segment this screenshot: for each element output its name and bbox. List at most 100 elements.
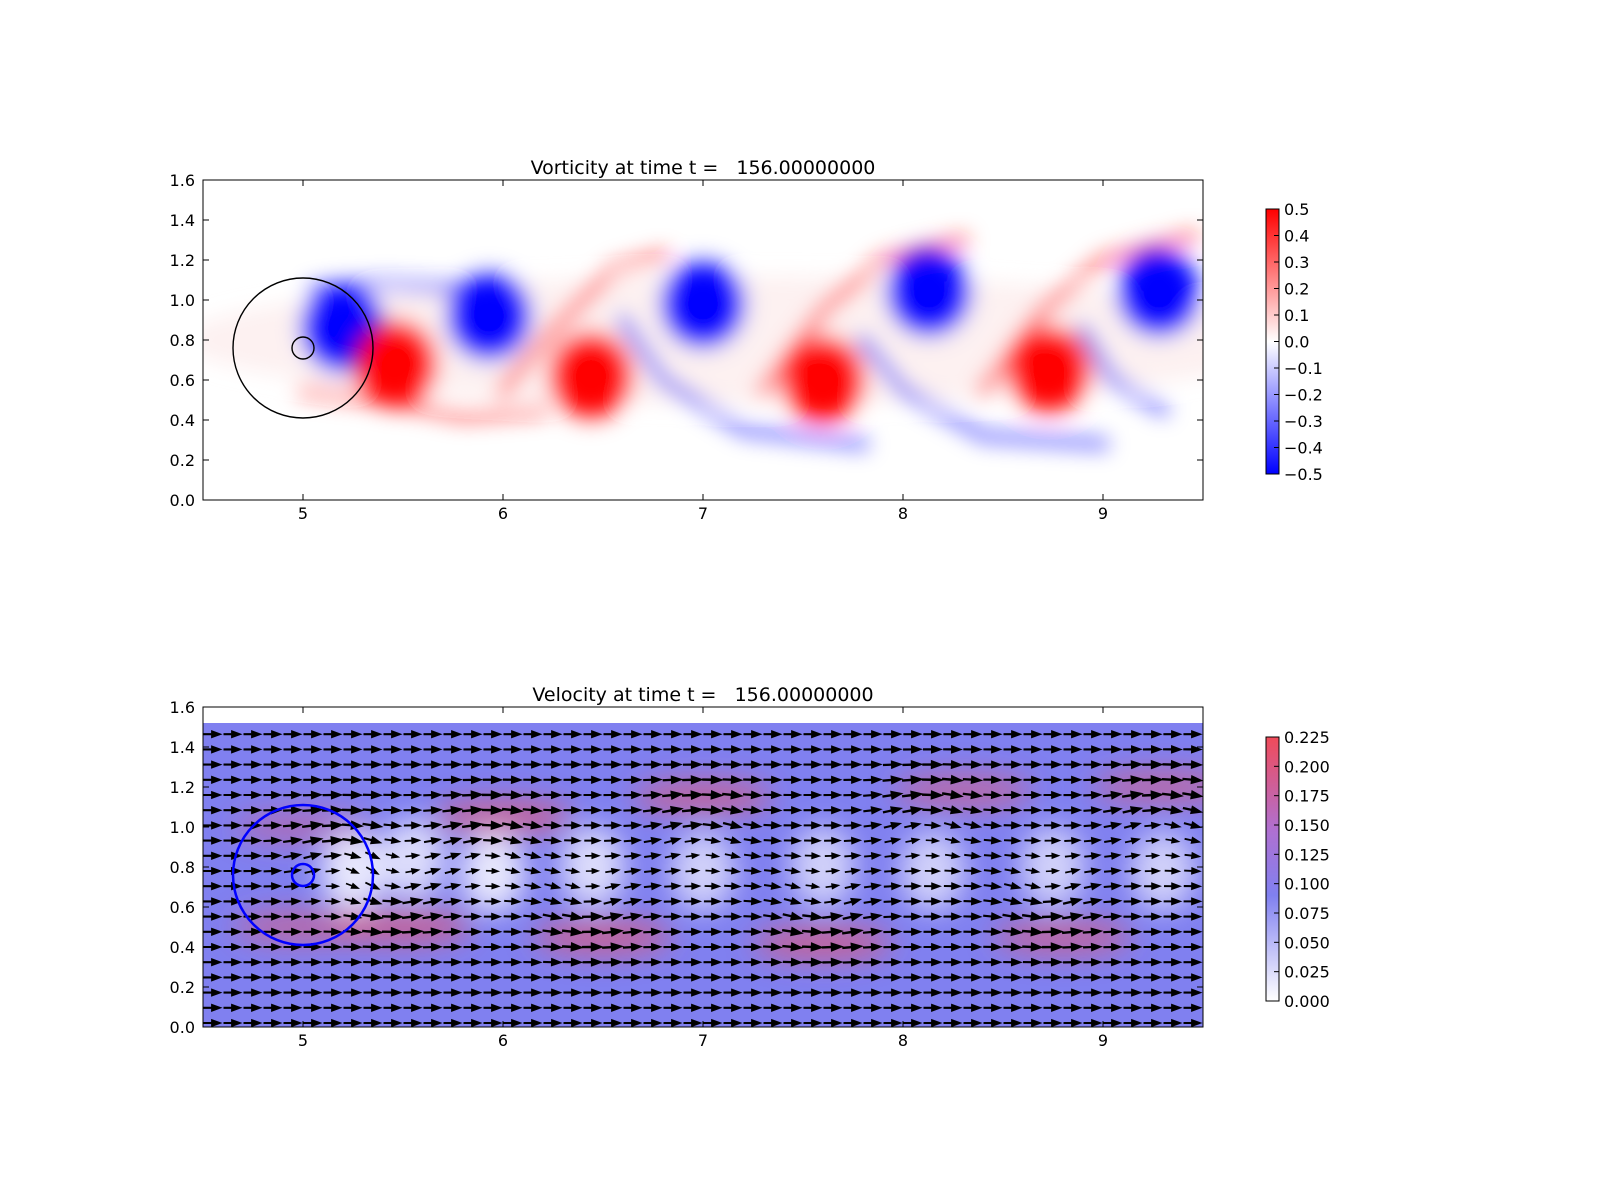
quiver-arrow xyxy=(1043,988,1063,997)
quiver-arrow xyxy=(321,835,344,846)
quiver-arrow xyxy=(1083,1003,1103,1012)
quiver-arrow xyxy=(624,882,642,891)
quiver-arrow xyxy=(1003,881,1022,890)
quiver-arrow xyxy=(223,851,243,860)
quiver-arrow xyxy=(763,897,783,906)
quiver-arrow xyxy=(921,790,944,800)
quiver-arrow xyxy=(923,927,943,936)
quiver-arrow xyxy=(523,912,543,921)
quiver-arrow xyxy=(321,820,344,831)
quiver-arrow xyxy=(483,927,503,936)
quiver-arrow xyxy=(623,1018,643,1027)
quiver-arrow xyxy=(1183,729,1203,739)
quiver-arrow xyxy=(243,790,263,800)
quiver-arrow xyxy=(703,958,723,967)
quiver-arrow xyxy=(683,730,703,739)
quiver-arrow xyxy=(323,1018,343,1027)
quiver-arrow xyxy=(463,836,483,846)
quiver-arrow xyxy=(1103,927,1123,937)
quiver-arrow xyxy=(1003,1018,1023,1027)
quiver-arrow xyxy=(903,729,923,739)
quiver-arrow xyxy=(1142,805,1164,816)
quiver-arrow xyxy=(784,867,802,875)
quiver-arrow xyxy=(423,730,443,739)
quiver-arrow xyxy=(1022,957,1044,967)
quiver-arrow xyxy=(483,912,503,921)
quiver-arrow xyxy=(585,852,601,860)
quiver-arrow xyxy=(823,775,843,784)
quiver-arrow xyxy=(663,837,682,845)
quiver-arrow xyxy=(843,836,863,845)
quiver-arrow xyxy=(644,852,662,860)
quiver-arrow xyxy=(522,805,544,815)
quiver-arrow xyxy=(303,958,323,967)
quiver-arrow xyxy=(1043,730,1063,739)
quiver-arrow xyxy=(663,973,683,982)
quiver-arrow xyxy=(383,1003,403,1012)
quiver-arrow xyxy=(223,942,243,952)
quiver-arrow xyxy=(843,790,863,800)
vorticity-x-tick-label: 9 xyxy=(1098,504,1108,523)
quiver-arrow xyxy=(363,730,383,739)
quiver-arrow xyxy=(702,760,724,770)
quiver-arrow xyxy=(1183,745,1203,754)
quiver-arrow xyxy=(843,1018,863,1027)
quiver-arrow xyxy=(562,957,584,967)
quiver-arrow xyxy=(1123,927,1143,937)
quiver-arrow xyxy=(1143,973,1163,982)
quiver-arrow xyxy=(1063,821,1083,830)
quiver-arrow xyxy=(583,790,603,800)
quiver-arrow xyxy=(1103,1018,1123,1027)
quiver-arrow xyxy=(523,760,543,769)
quiver-arrow xyxy=(703,927,723,936)
quiver-arrow xyxy=(883,973,903,982)
quiver-arrow xyxy=(763,973,783,982)
quiver-arrow xyxy=(923,973,943,982)
vorticity-panel: Vorticity at time t = 156.00000000 5 6 7 8 9… xyxy=(170,157,1323,523)
quiver-arrow xyxy=(963,973,983,982)
quiver-arrow xyxy=(1163,1003,1183,1012)
quiver-arrow xyxy=(523,745,543,754)
quiver-arrow xyxy=(564,836,582,845)
quiver-arrow xyxy=(803,745,823,754)
vorticity-colorbar-tick-label: 0.4 xyxy=(1284,227,1309,246)
quiver-arrow xyxy=(784,882,802,890)
quiver-arrow xyxy=(325,867,341,875)
quiver-arrow xyxy=(443,927,463,937)
quiver-arrow xyxy=(963,1018,983,1027)
quiver-arrow xyxy=(963,958,983,967)
quiver-arrow xyxy=(703,942,723,952)
quiver-arrow xyxy=(401,927,424,937)
quiver-arrow xyxy=(724,882,742,890)
quiver-arrow xyxy=(382,896,404,906)
quiver-arrow xyxy=(443,942,463,952)
quiver-arrow xyxy=(883,745,903,754)
quiver-arrow xyxy=(1044,882,1062,890)
velocity-y-tick-label: 0.6 xyxy=(170,898,195,917)
shear-layer xyxy=(1076,323,1170,417)
quiver-arrow xyxy=(684,837,702,845)
quiver-arrow xyxy=(723,973,743,982)
quiver-arrow xyxy=(922,805,944,815)
quiver-arrow xyxy=(1003,821,1023,830)
quiver-arrow xyxy=(463,730,483,739)
quiver-arrow xyxy=(383,760,403,769)
quiver-arrow xyxy=(623,821,643,830)
quiver-arrow xyxy=(863,1018,883,1027)
quiver-arrow xyxy=(603,988,623,997)
quiver-arrow xyxy=(783,973,803,982)
quiver-arrow xyxy=(723,988,743,997)
vorticity-x-tick-label: 7 xyxy=(698,504,708,523)
quiver-arrow xyxy=(623,988,643,997)
quiver-arrow xyxy=(883,942,903,952)
quiver-arrow xyxy=(1184,836,1202,844)
quiver-arrow xyxy=(1161,774,1184,785)
quiver-arrow xyxy=(463,912,483,921)
quiver-arrow xyxy=(1163,745,1183,754)
quiver-arrow xyxy=(203,775,223,784)
quiver-arrow xyxy=(963,988,983,997)
quiver-arrow xyxy=(443,730,463,739)
quiver-arrow xyxy=(405,867,421,875)
quiver-arrow xyxy=(863,973,883,982)
quiver-arrow xyxy=(583,1018,603,1027)
